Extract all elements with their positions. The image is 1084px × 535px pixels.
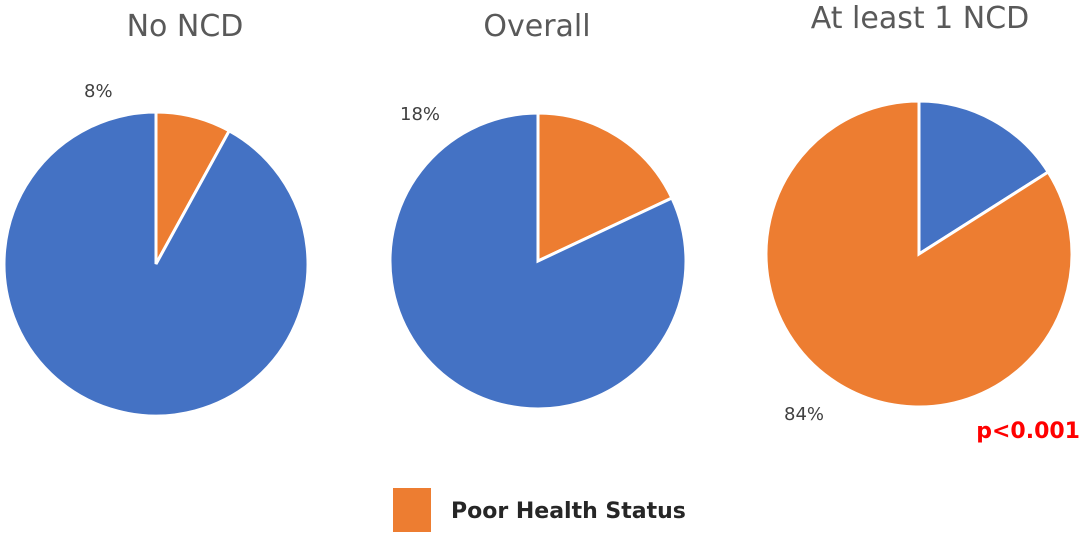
pie-slice-overall-1 bbox=[388, 111, 688, 411]
pie-chart-overall: Overall 18% bbox=[388, 9, 688, 411]
legend-swatch bbox=[393, 488, 431, 532]
slice-label-at-least-1-ncd-poor: 84% bbox=[784, 404, 824, 425]
pie-slices-no-ncd bbox=[2, 110, 310, 418]
legend: Poor Health Status bbox=[393, 488, 686, 532]
pie-slice-at-least-1-ncd-0 bbox=[917, 99, 1051, 257]
pie-slice-no-ncd-1 bbox=[2, 110, 310, 418]
pie-slice-overall-0 bbox=[536, 111, 674, 264]
chart-title-no-ncd: No NCD bbox=[127, 9, 244, 44]
pie-slice-at-least-1-ncd-1 bbox=[764, 99, 1074, 409]
pie-chart-no-ncd: No NCD 8% bbox=[2, 9, 310, 418]
slice-label-no-ncd-poor: 8% bbox=[84, 81, 113, 102]
pie-slices-overall bbox=[388, 111, 688, 411]
slice-label-overall-poor: 18% bbox=[400, 104, 440, 125]
p-value-annotation: p<0.001 bbox=[976, 419, 1080, 444]
chart-title-overall: Overall bbox=[483, 9, 590, 44]
chart-title-at-least-1-ncd: At least 1 NCD bbox=[811, 1, 1030, 36]
pie-slices-at-least-1-ncd bbox=[764, 99, 1074, 409]
legend-label: Poor Health Status bbox=[451, 499, 686, 524]
pie-chart-at-least-1-ncd: At least 1 NCD 84% p<0.001 bbox=[764, 1, 1080, 444]
